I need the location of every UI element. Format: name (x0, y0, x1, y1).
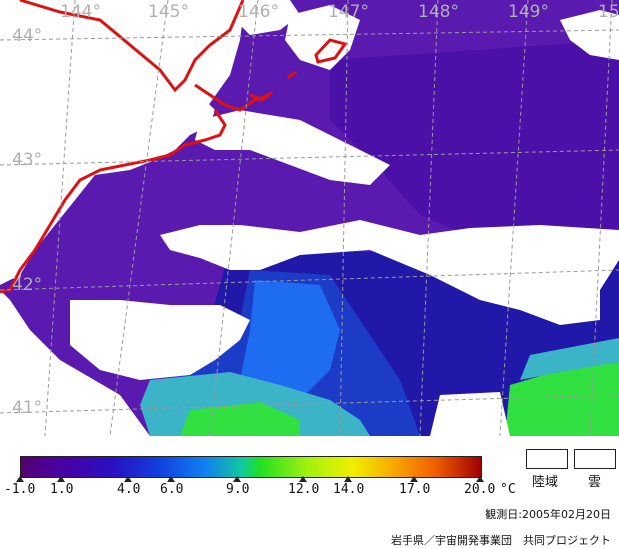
longitude-label: 147° (328, 2, 369, 22)
tick-label: 17.0 (399, 482, 431, 497)
tick-mark (16, 476, 24, 482)
temperature-unit: °C (500, 482, 516, 497)
tick-label: 14.0 (333, 482, 365, 497)
tick-label: 12.0 (288, 482, 320, 497)
tick-mark (124, 476, 132, 482)
latitude-label: 42° (12, 275, 43, 295)
temperature-legend: -1.0 1.0 4.0 6.0 9.0 12.0 14.0 17.0 20.0… (0, 436, 619, 547)
tick-label: 20.0 (464, 482, 496, 497)
cloud-patch-south (430, 392, 510, 436)
parallel-line (0, 269, 619, 291)
tick-mark (344, 476, 352, 482)
color-scale-bar (20, 456, 482, 478)
longitude-label: 15 (598, 2, 619, 22)
parallel-line (0, 149, 619, 166)
tick-mark (299, 476, 307, 482)
meridian-line (44, 0, 76, 436)
longitude-label: 144° (60, 2, 101, 22)
map-canvas (0, 0, 619, 436)
tick-mark (410, 476, 418, 482)
longitude-label: 148° (418, 2, 459, 22)
meridian-line (339, 0, 349, 436)
credit-line: 岩手県／宇宙開発事業団 共同プロジェクト (391, 534, 611, 547)
observation-date: 観測日:2005年02月20日 (485, 508, 611, 521)
meridian-line (589, 0, 613, 436)
warm-water-southwest (180, 402, 300, 436)
teal-water-southeast (520, 338, 619, 380)
latitude-label: 43° (12, 150, 43, 170)
meridian-line (209, 0, 259, 436)
latitude-label: 44° (12, 26, 43, 46)
tick-mark (233, 476, 241, 482)
cloud-band-central (160, 220, 619, 325)
tick-label: 1.0 (50, 482, 74, 497)
cloud-key-swatch (574, 449, 616, 469)
graticule (0, 0, 619, 436)
meridian-line (499, 0, 529, 436)
cloud-band-north (285, 5, 360, 70)
sea-surface-temperature-map: 144° 145° 146° 147° 148° 149° 15 44° 43°… (0, 0, 619, 436)
longitude-label: 149° (508, 2, 549, 22)
latitude-label: 41° (12, 398, 43, 418)
land-key-label: 陸域 (532, 475, 559, 490)
coastline (0, 0, 348, 294)
cloud-patch-upper (230, 0, 300, 35)
land-area (0, 0, 245, 285)
tick-label: 9.0 (226, 482, 250, 497)
cloud-band-west (70, 300, 250, 380)
cloud-key-label: 雲 (588, 475, 602, 490)
meridian-line (109, 0, 169, 436)
tick-mark (57, 476, 65, 482)
tick-mark (167, 476, 175, 482)
land-key-swatch (526, 449, 568, 469)
parallel-line (0, 29, 619, 41)
meridian-line (419, 0, 439, 436)
tick-mark (476, 476, 484, 482)
tick-label: 6.0 (160, 482, 184, 497)
cold-water-patch (330, 40, 619, 240)
tick-label: -1.0 (4, 482, 36, 497)
cloud-band-east (560, 10, 619, 60)
parallel-line (0, 394, 619, 414)
tick-label: 4.0 (117, 482, 141, 497)
longitude-label: 145° (148, 2, 189, 22)
longitude-label: 146° (238, 2, 279, 22)
warm-current-tongue (240, 280, 340, 410)
